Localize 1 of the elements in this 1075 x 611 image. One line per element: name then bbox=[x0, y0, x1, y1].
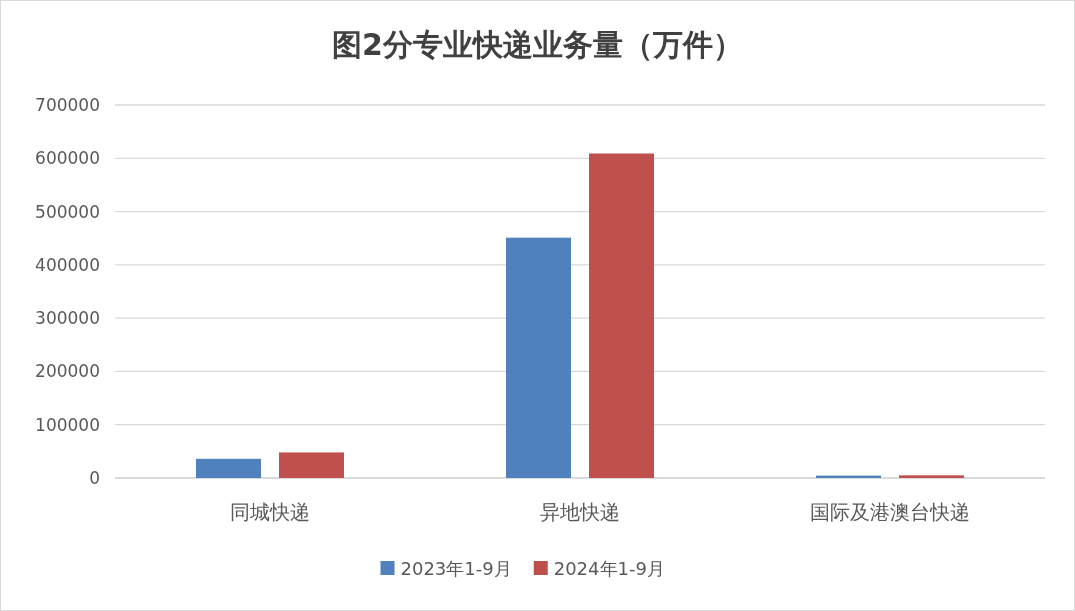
title: 图2分专业快递业务量（万件） bbox=[332, 27, 743, 62]
